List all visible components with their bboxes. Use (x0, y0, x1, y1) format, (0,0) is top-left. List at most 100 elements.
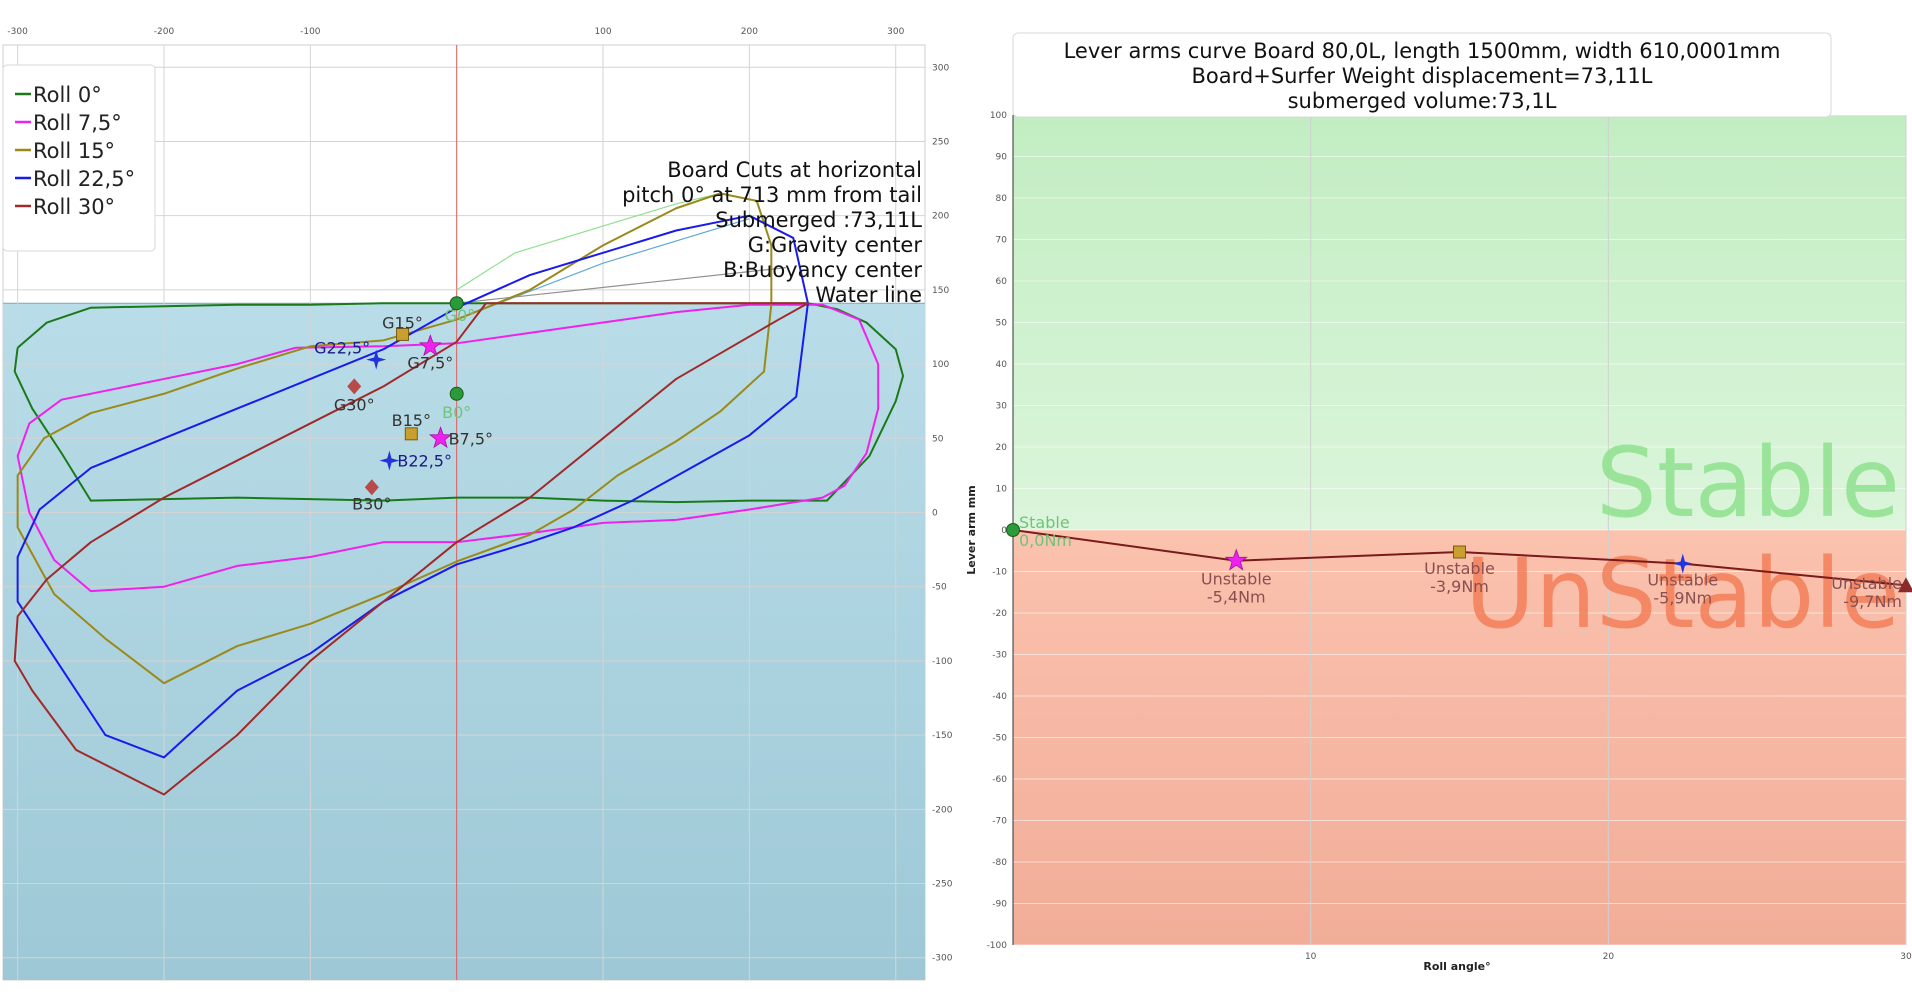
right-y-tick-90: -90 (992, 900, 1007, 910)
legend-label-roll-15: Roll 15° (33, 139, 115, 163)
lever-value-30: -9,7Nm (1843, 592, 1902, 611)
annotation-line-4: G:Gravity center (748, 233, 923, 257)
label-b22-5: B22,5° (397, 452, 452, 471)
right-y-tick-50: -50 (992, 734, 1007, 744)
marker-b15 (404, 427, 418, 441)
cross-section-plot: -300 -200 -100 100 200 300 300 250 200 150 100 50 0… (2, 27, 953, 981)
annotation-line-2: pitch 0° at 713 mm from tail (622, 183, 922, 207)
left-grid (3, 45, 925, 980)
label-g7-5: G7,5° (407, 353, 453, 372)
center-points: G0° G15° G22,5° G7,5° G30° B0° B15° B7,5° B22,5°… (314, 296, 493, 513)
legend-label-roll-7-5: Roll 7,5° (33, 111, 122, 135)
right-y-tick-50: 50 (996, 319, 1008, 329)
section-roll-30 (13, 302, 809, 796)
lever-point-7-5 (1224, 548, 1248, 571)
left-y-tick-0: 0 (932, 509, 938, 519)
lever-value-0: 0,0Nm (1019, 531, 1072, 550)
chart-title-line-1: Lever arms curve Board 80,0L, length 150… (1064, 39, 1781, 63)
marker-g30 (347, 378, 362, 395)
marker-g15 (396, 327, 410, 341)
lever-point-15 (1453, 545, 1466, 559)
left-y-tick-100: 100 (932, 360, 949, 370)
right-y-tick-20: 20 (996, 443, 1008, 453)
right-y-tick-80: -80 (992, 858, 1007, 868)
right-x-tick-20: 20 (1603, 952, 1615, 962)
lever-value-22-5: -5,9Nm (1653, 589, 1712, 608)
right-y-tick-70: 70 (996, 236, 1008, 246)
lever-value-7-5: -5,4Nm (1207, 588, 1266, 607)
marker-g0 (449, 296, 464, 311)
right-y-tick-10: 10 (996, 485, 1008, 495)
left-y-tick-300: 300 (932, 63, 949, 73)
lever-value-15: -3,9Nm (1430, 577, 1489, 596)
right-y-tick-10: -10 (992, 568, 1007, 578)
left-x-axis: -300 -200 -100 100 200 300 (7, 27, 904, 37)
guide-line-1 (456, 192, 721, 291)
section-roll-7-5 (16, 303, 880, 593)
right-x-tick-10: 10 (1305, 952, 1317, 962)
legend-box (2, 64, 156, 252)
marker-b7-5 (428, 426, 453, 449)
left-x-tick-100: 100 (594, 27, 611, 37)
left-y-tick-50: -50 (932, 583, 947, 593)
chart-title-line-3: submerged volume:73,1L (1288, 89, 1557, 113)
stable-zone-label: Stable (1596, 427, 1900, 539)
lever-status-22-5: Unstable (1647, 571, 1718, 590)
left-x-tick-200: -200 (154, 27, 175, 37)
right-y-tick-30: -30 (992, 651, 1007, 661)
lever-status-7-5: Unstable (1201, 570, 1272, 589)
right-y-tick-40: 40 (996, 360, 1008, 370)
section-roll-15 (16, 192, 773, 685)
lever-arm-plot: 1009080706050403020100-10-20-30-40-50-60… (965, 32, 1912, 973)
right-y-tick-60: 60 (996, 277, 1008, 287)
annotation-block: Board Cuts at horizontal pitch 0° at 713… (622, 158, 922, 307)
left-x-tick-300: -300 (7, 27, 28, 37)
title-box (1012, 32, 1832, 118)
annotation-line-1: Board Cuts at horizontal (667, 158, 922, 182)
label-b7-5: B7,5° (449, 429, 493, 448)
marker-b0 (449, 386, 464, 401)
legend-label-roll-22-5: Roll 22,5° (33, 167, 135, 191)
section-roll-22-5 (16, 214, 809, 759)
legend-label-roll-0: Roll 0° (33, 83, 102, 107)
lever-point-30 (1898, 577, 1912, 593)
x-axis-title: Roll angle° (1423, 960, 1490, 973)
right-y-axis: 1009080706050403020100-10-20-30-40-50-60… (987, 111, 1008, 951)
left-x-tick-200: 200 (741, 27, 758, 37)
left-y-tick-250: 250 (932, 137, 949, 147)
label-b30: B30° (352, 494, 391, 513)
annotation-line-5: B:Buoyancy center (723, 258, 922, 282)
right-x-tick-30: 30 (1900, 952, 1912, 962)
marker-g7-5 (418, 334, 442, 357)
label-b0: B0° (442, 403, 471, 422)
right-y-tick-80: 80 (996, 194, 1008, 204)
chart-title-box: Lever arms curve Board 80,0L, length 150… (1012, 32, 1832, 118)
right-y-tick-100: -100 (987, 941, 1008, 951)
section-roll-0 (13, 302, 905, 504)
left-y-tick-250: -250 (932, 880, 953, 890)
marker-b22-5 (379, 450, 400, 471)
label-g30: G30° (334, 395, 375, 414)
right-y-tick-30: 30 (996, 402, 1008, 412)
right-x-axis: 10 20 30 (1305, 952, 1912, 962)
left-y-tick-200: 200 (932, 212, 949, 222)
legend-label-roll-30: Roll 30° (33, 195, 115, 219)
right-y-tick-40: -40 (992, 692, 1007, 702)
lever-status-30: Unstable (1831, 574, 1902, 593)
left-y-tick-200: -200 (932, 805, 953, 815)
label-g0: G0° (445, 306, 476, 325)
lever-point-0 (1006, 523, 1020, 537)
label-b15: B15° (392, 411, 431, 430)
marker-g22-5 (366, 349, 387, 370)
left-y-tick-150: 150 (932, 286, 949, 296)
label-g22-5: G22,5° (314, 339, 370, 358)
left-y-axis: 300 250 200 150 100 50 0 -50 -100 -150 -200 -250 -30… (932, 63, 953, 963)
right-y-tick-90: 90 (996, 153, 1008, 163)
roll-sections (13, 192, 905, 796)
annotation-line-3: Submerged :73,11L (715, 208, 922, 232)
left-y-tick-100: -100 (932, 657, 953, 667)
lever-status-15: Unstable (1424, 559, 1495, 578)
marker-b30 (364, 479, 379, 496)
